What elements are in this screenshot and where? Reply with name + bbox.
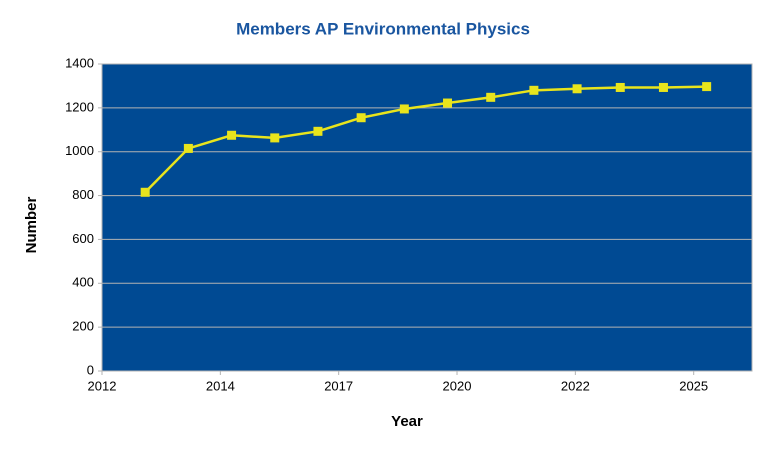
x-tick-label: 2020 <box>443 378 472 393</box>
marker <box>399 104 409 114</box>
marker <box>140 187 150 197</box>
y-tick-label: 1000 <box>65 143 94 158</box>
marker <box>356 113 366 123</box>
marker <box>313 126 323 136</box>
y-axis-title: Number <box>23 197 40 254</box>
marker <box>270 133 280 143</box>
y-tick-label: 200 <box>72 319 94 334</box>
marker <box>615 82 625 92</box>
y-tick-label: 0 <box>87 362 94 377</box>
marker <box>183 143 193 153</box>
marker <box>443 98 453 108</box>
x-tick-label: 2012 <box>88 378 117 393</box>
plot-area <box>101 63 753 372</box>
y-tick-label: 400 <box>72 275 94 290</box>
marker <box>658 82 668 92</box>
marker <box>227 130 237 140</box>
y-tick-label: 800 <box>72 187 94 202</box>
y-tick-label: 1200 <box>65 99 94 114</box>
x-tick-label: 2025 <box>679 378 708 393</box>
x-tick-label: 2022 <box>561 378 590 393</box>
x-tick-label: 2017 <box>324 378 353 393</box>
y-tick-label: 600 <box>72 231 94 246</box>
line <box>144 85 707 194</box>
chart-title: Members AP Environmental Physics <box>236 19 530 38</box>
marker <box>486 92 496 102</box>
marker <box>702 82 712 92</box>
x-axis-title: Year <box>391 413 423 430</box>
marker <box>572 84 582 94</box>
y-tick-label: 1400 <box>65 55 94 70</box>
x-tick-label: 2014 <box>206 378 235 393</box>
marker <box>529 85 539 95</box>
